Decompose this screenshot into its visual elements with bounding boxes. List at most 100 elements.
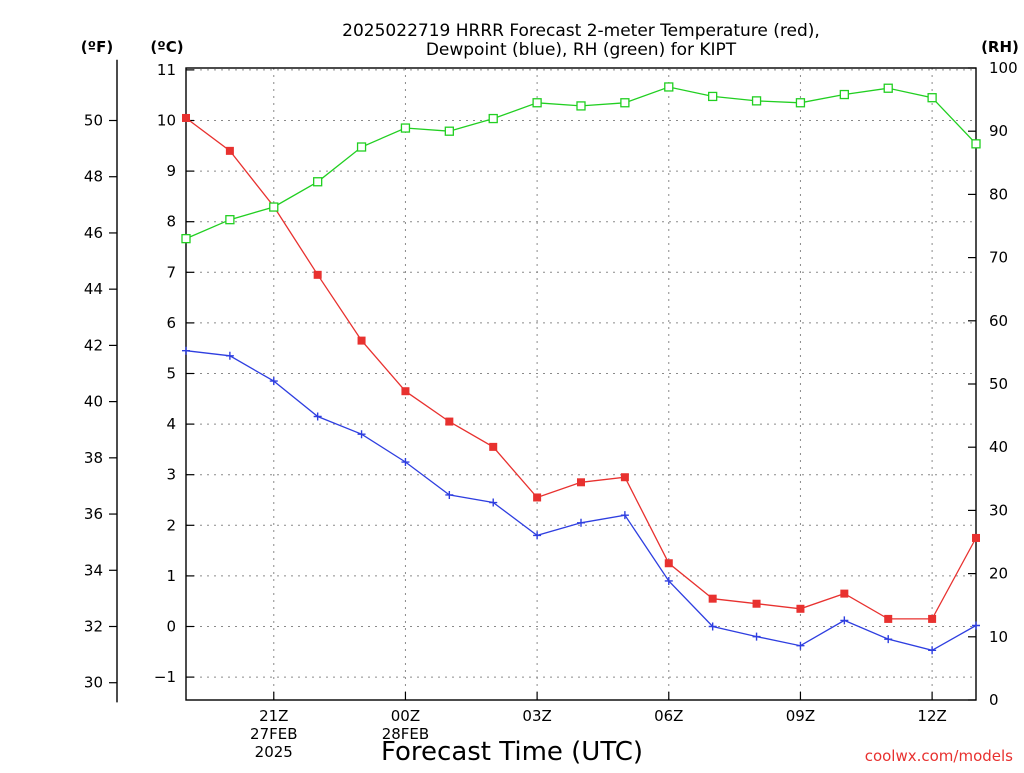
- series: [181, 82, 981, 655]
- celsius-tick-label: 11: [157, 61, 176, 79]
- temperature-point: [752, 599, 761, 608]
- x-tick-label: 06Z: [654, 707, 683, 725]
- fahrenheit-tick-label: 40: [84, 393, 103, 411]
- celsius-tick-label: 4: [166, 415, 176, 433]
- temperature-point: [708, 594, 717, 603]
- temperature-point: [401, 387, 410, 396]
- temperature-point: [972, 533, 980, 542]
- temperature-point: [840, 589, 849, 598]
- dewpoint-point: [357, 430, 366, 439]
- celsius-axis-label: (ºC): [150, 38, 183, 56]
- temperature-point: [225, 146, 234, 155]
- x-tick-label: 12Z: [917, 707, 946, 725]
- dewpoint-point: [796, 641, 805, 650]
- rh-point: [664, 82, 674, 92]
- temperature-point: [182, 113, 190, 122]
- rh-point: [356, 142, 367, 152]
- chart-subtitle: Dewpoint (blue), RH (green) for KIPT: [426, 40, 737, 60]
- rh-point: [444, 126, 454, 136]
- celsius-tick-label: 7: [166, 263, 176, 281]
- rh-point: [488, 113, 498, 124]
- rh-point: [927, 93, 937, 103]
- fahrenheit-tick-label: 42: [84, 336, 103, 354]
- temperature-point: [357, 336, 366, 345]
- temperature-point: [928, 614, 937, 623]
- dewpoint-point: [533, 531, 542, 540]
- rh-point: [313, 177, 323, 187]
- fahrenheit-axis-label: (ºF): [81, 38, 113, 56]
- temperature-point: [313, 270, 322, 279]
- grid: [186, 68, 976, 700]
- temperature-point: [533, 493, 542, 502]
- temperature-point: [445, 417, 454, 426]
- celsius-tick-label: 6: [166, 314, 176, 332]
- rh-point: [532, 98, 542, 108]
- temperature-point: [620, 473, 629, 482]
- plot-frame: [185, 67, 977, 701]
- dewpoint-point: [708, 622, 717, 631]
- rh-point: [971, 139, 981, 149]
- fahrenheit-tick-label: 46: [84, 224, 103, 242]
- rh-tick-label: 90: [989, 122, 1008, 140]
- fahrenheit-tick-label: 48: [84, 168, 103, 186]
- fahrenheit-tick-label: 32: [84, 618, 103, 636]
- temperature-point: [884, 614, 893, 623]
- rh-tick-label: 40: [989, 438, 1008, 456]
- rh-point: [751, 96, 762, 106]
- fahrenheit-tick-label: 30: [84, 674, 103, 692]
- rh-point: [400, 123, 411, 133]
- rh-tick-label: 60: [989, 312, 1008, 330]
- celsius-tick-label: 2: [166, 516, 176, 534]
- celsius-tick-label: −1: [154, 668, 176, 686]
- celsius-tick-label: 5: [166, 365, 176, 383]
- dewpoint-point: [884, 635, 893, 644]
- dewpoint-point: [928, 646, 937, 655]
- celsius-tick-label: 9: [166, 162, 176, 180]
- rh-point: [181, 233, 191, 244]
- rh-tick-label: 80: [989, 185, 1008, 203]
- rh-point: [795, 98, 806, 108]
- dewpoint-point: [401, 458, 410, 467]
- celsius-tick-label: 10: [157, 112, 176, 130]
- temperature-point: [489, 442, 498, 451]
- rh-point: [708, 91, 718, 102]
- fahrenheit-tick-label: 44: [84, 280, 103, 298]
- rh-tick-label: 100: [989, 59, 1018, 77]
- temperature-line: [185, 117, 977, 620]
- x-tick-label: 21Z: [259, 707, 288, 725]
- rh-point: [883, 83, 893, 93]
- dewpoint-point: [620, 511, 629, 520]
- chart-title: 2025022719 HRRR Forecast 2-meter Tempera…: [342, 21, 820, 41]
- x-tick-label: 28FEB: [382, 725, 429, 743]
- fahrenheit-tick-label: 36: [84, 505, 103, 523]
- celsius-tick-label: 3: [166, 466, 176, 484]
- rh-tick-label: 50: [989, 375, 1008, 393]
- x-tick-label: 09Z: [786, 707, 815, 725]
- temperature-point: [796, 604, 805, 613]
- axes: −101234567891011303234363840424446485001…: [84, 59, 1018, 761]
- x-tick-label: 03Z: [522, 707, 551, 725]
- rh-tick-label: 0: [989, 691, 999, 709]
- x-tick-label: 27FEB: [250, 725, 297, 743]
- dewpoint-point: [445, 490, 454, 499]
- rh-tick-label: 20: [989, 565, 1008, 583]
- temperature-point: [664, 559, 673, 568]
- celsius-tick-label: 0: [166, 618, 176, 636]
- dewpoint-point: [269, 377, 278, 386]
- dewpoint-line: [185, 350, 977, 651]
- dewpoint-point: [664, 576, 673, 585]
- x-axis-label: Forecast Time (UTC): [381, 737, 643, 767]
- celsius-tick-label: 8: [166, 213, 176, 231]
- dewpoint-point: [489, 498, 498, 507]
- rh-point: [839, 89, 849, 100]
- rh-point: [225, 215, 235, 225]
- rh-point: [269, 202, 279, 212]
- dewpoint-point: [577, 518, 585, 527]
- temperature-point: [577, 478, 585, 487]
- rh-point: [576, 101, 586, 111]
- dewpoint-point: [840, 616, 849, 625]
- rh-point: [620, 98, 630, 108]
- rh-axis-label: (RH): [981, 38, 1019, 56]
